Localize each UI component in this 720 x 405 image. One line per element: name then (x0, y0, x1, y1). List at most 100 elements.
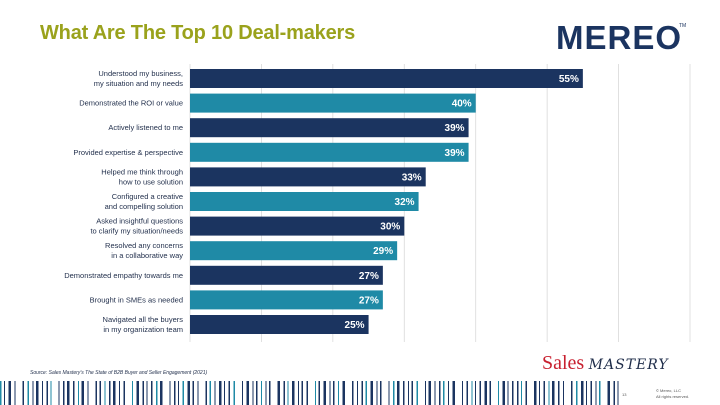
bar (190, 143, 469, 162)
page-number: 13 (622, 392, 626, 397)
barcode-stripe (78, 381, 79, 405)
category-label: Resolved any concerns (105, 241, 183, 250)
barcode-stripe (288, 381, 289, 405)
category-label: how to use solution (119, 177, 183, 186)
category-label: in my organization team (103, 325, 183, 334)
barcode-stripe (552, 381, 555, 405)
barcode-stripe (429, 381, 432, 405)
barcode-stripe (302, 381, 304, 405)
barcode-stripe (526, 381, 528, 405)
barcode-stripe (42, 381, 43, 405)
barcode-stripe (315, 381, 316, 405)
bar-value-label: 30% (380, 222, 400, 233)
bar-value-label: 32% (395, 197, 415, 208)
barcode-stripe (412, 381, 414, 405)
barcode-stripe (586, 381, 587, 405)
barcode-stripe (453, 381, 456, 405)
barcode-stripe (393, 381, 395, 405)
barcode-stripe (448, 381, 449, 405)
barcode-stripe (475, 381, 476, 405)
bar-value-label: 39% (445, 148, 465, 159)
barcode-stripe (544, 381, 546, 405)
barcode-stripe (15, 381, 16, 405)
barcode-stripe (242, 381, 243, 405)
barcode-stripe (307, 381, 309, 405)
chart-category-labels: Understood my business,my situation and … (64, 69, 183, 334)
barcode-stripe (292, 381, 295, 405)
barcode-stripe (608, 381, 611, 405)
category-label: and compelling solution (105, 202, 183, 211)
barcode-stripe (113, 381, 116, 405)
barcode-stripe (319, 381, 321, 405)
barcode-stripe (143, 381, 145, 405)
barcode-stripe (132, 381, 133, 405)
barcode-stripe (170, 381, 171, 405)
barcode-stripe (174, 381, 176, 405)
source-note: Source: Sales Mastery's The State of B2B… (30, 370, 207, 376)
category-label: Configured a creative (112, 192, 183, 201)
category-label: Helped me think through (101, 167, 183, 176)
barcode-stripe (480, 381, 482, 405)
bar (190, 290, 383, 309)
barcode-stripe (357, 381, 358, 405)
barcode-stripe (28, 381, 30, 405)
barcode-stripe (151, 381, 153, 405)
barcode-stripe (73, 381, 75, 405)
barcode-stripe (571, 381, 573, 405)
barcode-stripe (9, 381, 12, 405)
sales-mastery-logo-sales: Sales (542, 352, 584, 374)
barcode-stripe (147, 381, 148, 405)
barcode-stripe (324, 381, 327, 405)
barcode-stripe (467, 381, 469, 405)
barcode-stripe (333, 381, 335, 405)
barcode-stripe (298, 381, 299, 405)
barcode-stripe (188, 381, 191, 405)
barcode-stripe (462, 381, 463, 405)
bar (190, 94, 476, 113)
barcode-stripe (261, 381, 262, 405)
category-label: Understood my business, (98, 69, 183, 78)
barcode-stripe (618, 381, 619, 405)
category-label: Navigated all the buyers (103, 315, 184, 324)
barcode-stripe (403, 381, 405, 405)
barcode-stripe (343, 381, 346, 405)
barcode-stripe (109, 381, 111, 405)
bar-value-label: 33% (402, 172, 422, 183)
barcode-stripe (490, 381, 492, 405)
bar-value-label: 27% (359, 295, 379, 306)
barcode-stripe (330, 381, 331, 405)
barcode-stripe (614, 381, 616, 405)
barcode-stripe (539, 381, 540, 405)
barcode-stripe (59, 381, 60, 405)
barcode-stripe (534, 381, 537, 405)
barcode-stripe (549, 381, 550, 405)
barcode-stripe (219, 381, 222, 405)
category-label: Demonstrated the ROI or value (79, 99, 183, 108)
barcode-stripe (124, 381, 126, 405)
barcode-stripe (0, 381, 2, 405)
barcode-stripe (362, 381, 364, 405)
barcode-stripe (215, 381, 216, 405)
category-label: Actively listened to me (108, 123, 183, 132)
category-label: Asked insightful questions (96, 217, 183, 226)
sales-mastery-logo: Sales MASTERY (542, 352, 669, 375)
barcode-stripe (47, 381, 49, 405)
barcode-stripe (88, 381, 89, 405)
category-label: Provided expertise & perspective (73, 148, 183, 157)
barcode-stripe (377, 381, 378, 405)
barcode-stripe (563, 381, 564, 405)
barcode-stripe (183, 381, 185, 405)
bar-value-label: 29% (373, 246, 393, 257)
barcode-stripe (485, 381, 488, 405)
bar (190, 266, 383, 285)
copyright-notice: © Mereo, LLC All rights reserved. (656, 388, 716, 400)
barcode-stripe (576, 381, 578, 405)
barcode-stripe (193, 381, 195, 405)
barcode-stripe (581, 381, 584, 405)
category-label: in a collaborative way (111, 251, 183, 260)
barcode-stripe (229, 381, 231, 405)
bar (190, 167, 426, 186)
barcode-stripe (269, 381, 271, 405)
barcode-stripe (389, 381, 390, 405)
barcode-stripe (100, 381, 102, 405)
